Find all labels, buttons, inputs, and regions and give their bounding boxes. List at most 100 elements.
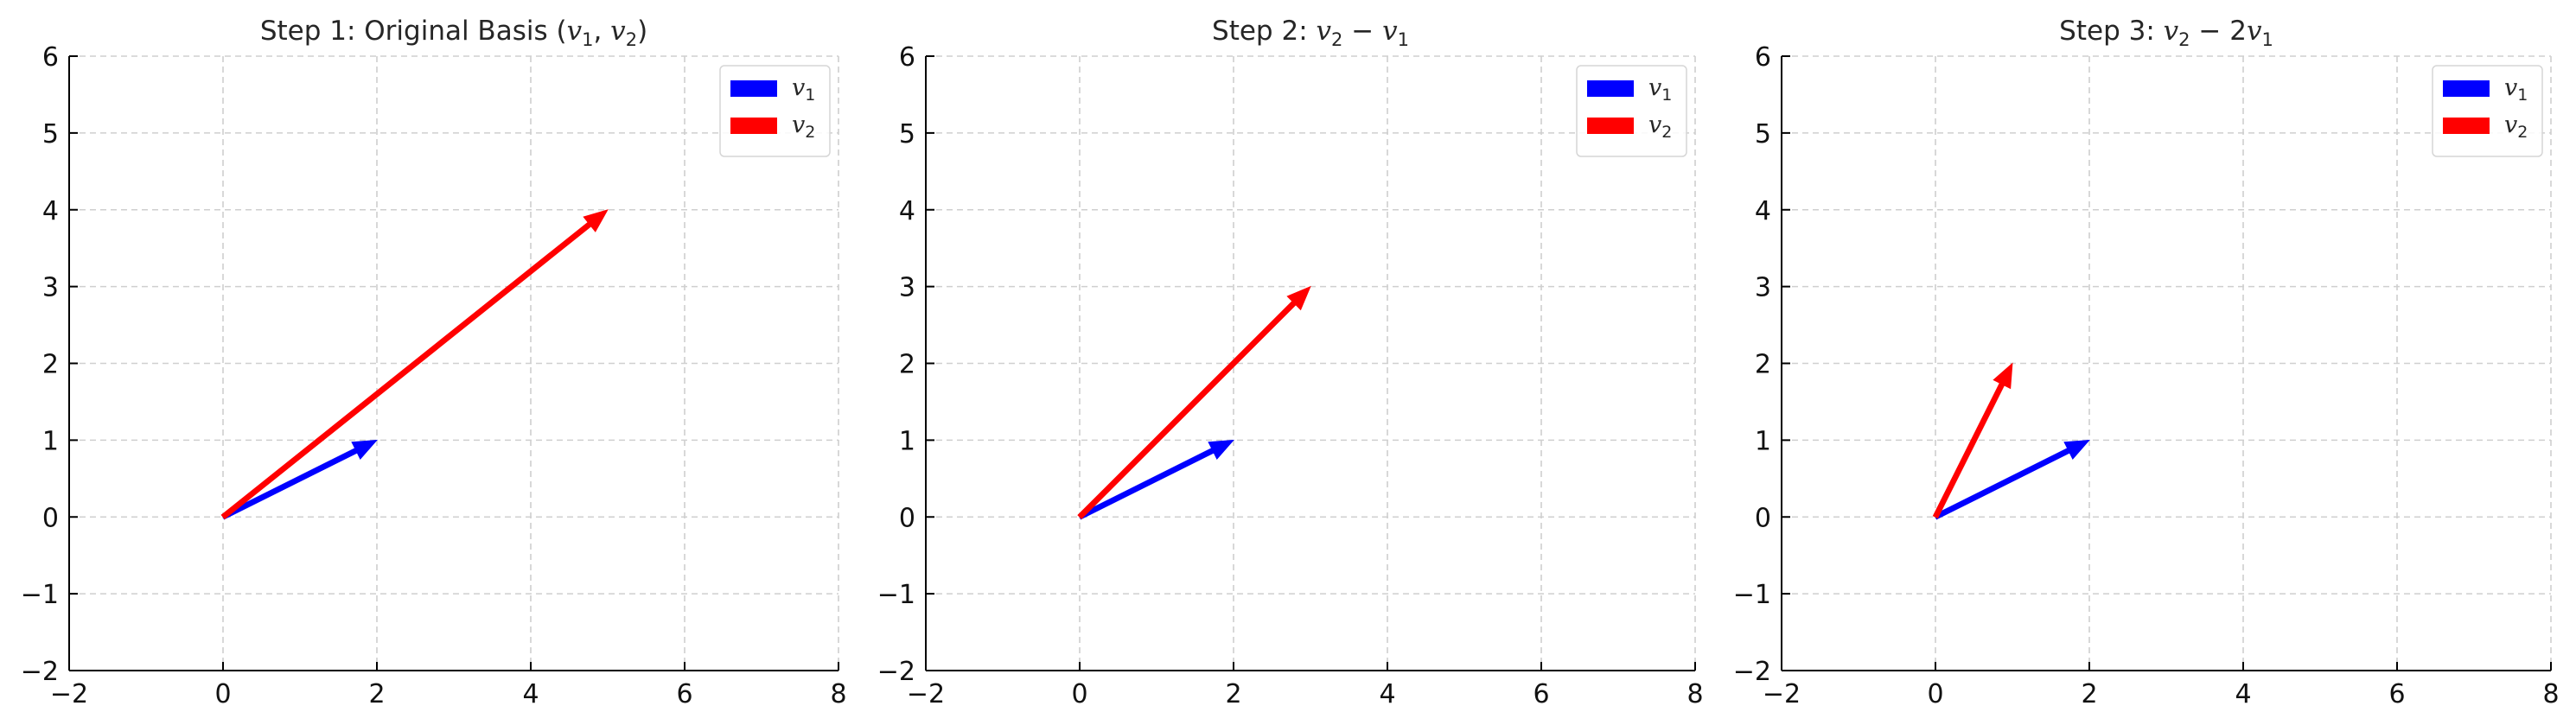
chart_data.0.title_parts-part: v: [567, 16, 583, 47]
chart_data.2.title_parts-part: v: [2164, 16, 2179, 47]
x-tick-label: 4: [2235, 679, 2251, 709]
y-tick-label: 4: [1755, 196, 1771, 226]
vector-arrow-v1: [221, 439, 378, 520]
vector-arrow-v2: [1932, 362, 2013, 519]
x-tick-label: 0: [1071, 679, 1087, 709]
subplot-1: −2 0 2 4 6 8 −2 −1 0 1 2 3 4 5 6 Step 1: Original Basis…: [21, 16, 847, 709]
gridlines: [1781, 55, 2552, 671]
legend-label: v2: [792, 111, 815, 142]
vector-arrow-v2: [1077, 285, 1311, 519]
x-tick-label: −2: [1763, 679, 1801, 709]
chart_data.0.title_parts-part: 2: [626, 29, 637, 50]
x-tick-label: 2: [2081, 679, 2097, 709]
x-tick-label: −2: [50, 679, 88, 709]
y-tick-label: 4: [899, 196, 915, 226]
y-tick-label: 3: [1755, 273, 1771, 303]
chart-title: Step 3: v2 − 2v1: [2059, 16, 2273, 50]
y-tick-label: 5: [42, 119, 59, 149]
y-tick-label: −2: [1733, 657, 1771, 687]
legend-label: v1: [1648, 74, 1672, 105]
legend-label-sub: 1: [2517, 86, 2528, 105]
y-tick-label: 3: [42, 273, 59, 303]
y-tick-label: −2: [21, 657, 59, 687]
y-tick-label: 1: [42, 426, 59, 456]
x-tick-label: 0: [1927, 679, 1943, 709]
x-tick-label: 4: [1379, 679, 1395, 709]
legend-swatch: [2443, 80, 2490, 97]
legend-label-base: v: [1648, 111, 1661, 138]
legend-label-base: v: [1648, 74, 1661, 101]
y-tick-label: −1: [21, 580, 59, 610]
vector-arrow-v1: [1078, 439, 1234, 520]
legend-swatch: [1587, 118, 1634, 134]
x-tick-label: 8: [830, 679, 846, 709]
chart_data.1.title_parts-part: 2: [1331, 29, 1342, 50]
x-tick-label: 2: [1225, 679, 1241, 709]
legend-swatch: [1587, 80, 1634, 97]
chart_data.1.title_parts-part: v: [1382, 16, 1398, 47]
legend-label-sub: 1: [1661, 86, 1672, 105]
legend-label-sub: 2: [2517, 123, 2528, 142]
chart_data.2.title_parts-part: − 2: [2190, 16, 2247, 47]
y-tick-label: 3: [899, 273, 915, 303]
legend-label-base: v: [792, 111, 805, 138]
y-tick-label: 4: [42, 196, 59, 226]
x-tick-label: −2: [907, 679, 945, 709]
legend-label: v1: [2504, 74, 2528, 105]
y-tick-label: 5: [899, 119, 915, 149]
chart_data.0.title_parts-part: ): [637, 16, 647, 47]
legend-label: v2: [2504, 111, 2528, 142]
legend-label-sub: 1: [805, 86, 815, 105]
y-tick-label: 2: [899, 350, 915, 380]
legend: v1 v2: [719, 65, 831, 157]
y-tick-label: 6: [1755, 42, 1771, 73]
legend-label-base: v: [2504, 111, 2517, 138]
legend-frame: [2432, 65, 2543, 157]
legend-label: v2: [1648, 111, 1672, 142]
x-tick-label: 6: [2388, 679, 2405, 709]
vector-arrow-v1: [1934, 439, 2090, 520]
chart_data.1.title_parts-part: Step 2:: [1212, 16, 1316, 47]
chart_data.0.title_parts-part: v: [610, 16, 626, 47]
legend-frame: [1576, 65, 1687, 157]
x-tick-label: 4: [522, 679, 539, 709]
y-tick-label: 2: [42, 350, 59, 380]
legend: v1 v2: [2432, 65, 2543, 157]
x-tick-label: 8: [1687, 679, 1703, 709]
chart_data.2.title_parts-part: 1: [2261, 29, 2273, 50]
y-tick-label: 1: [899, 426, 915, 456]
y-tick-label: 0: [42, 503, 59, 533]
chart_data.2.title_parts-part: 2: [2178, 29, 2190, 50]
chart_data.0.title_parts-part: 1: [582, 29, 593, 50]
legend-label: v1: [792, 74, 815, 105]
chart-title: Step 1: Original Basis (v1, v2): [260, 16, 647, 50]
chart_data.0.title_parts-part: Step 1: Original Basis (: [260, 16, 567, 47]
legend-label-sub: 2: [805, 123, 815, 142]
y-tick-label: 2: [1755, 350, 1771, 380]
chart_data.0.title_parts-part: ,: [593, 16, 610, 47]
y-tick-label: −2: [877, 657, 915, 687]
legend: v1 v2: [1576, 65, 1687, 157]
y-tick-label: 5: [1755, 119, 1771, 149]
chart-title: Step 2: v2 − v1: [1212, 16, 1409, 50]
y-tick-label: 6: [42, 42, 59, 73]
chart_data.1.title_parts-part: −: [1342, 16, 1382, 47]
legend-swatch: [730, 80, 777, 97]
chart_data.1.title_parts-part: v: [1317, 16, 1332, 47]
y-tick-label: 0: [1755, 503, 1771, 533]
x-tick-label: 0: [214, 679, 231, 709]
y-tick-label: −1: [1733, 580, 1771, 610]
y-tick-label: −1: [877, 580, 915, 610]
chart_data.1.title_parts-part: 1: [1398, 29, 1409, 50]
y-tick-label: 6: [899, 42, 915, 73]
vector-arrow-v2: [220, 209, 609, 520]
legend-swatch: [730, 118, 777, 134]
x-tick-label: 8: [2542, 679, 2559, 709]
x-tick-label: 6: [676, 679, 692, 709]
y-tick-label: 0: [899, 503, 915, 533]
chart_data.2.title_parts-part: v: [2247, 16, 2262, 47]
y-tick-label: 1: [1755, 426, 1771, 456]
